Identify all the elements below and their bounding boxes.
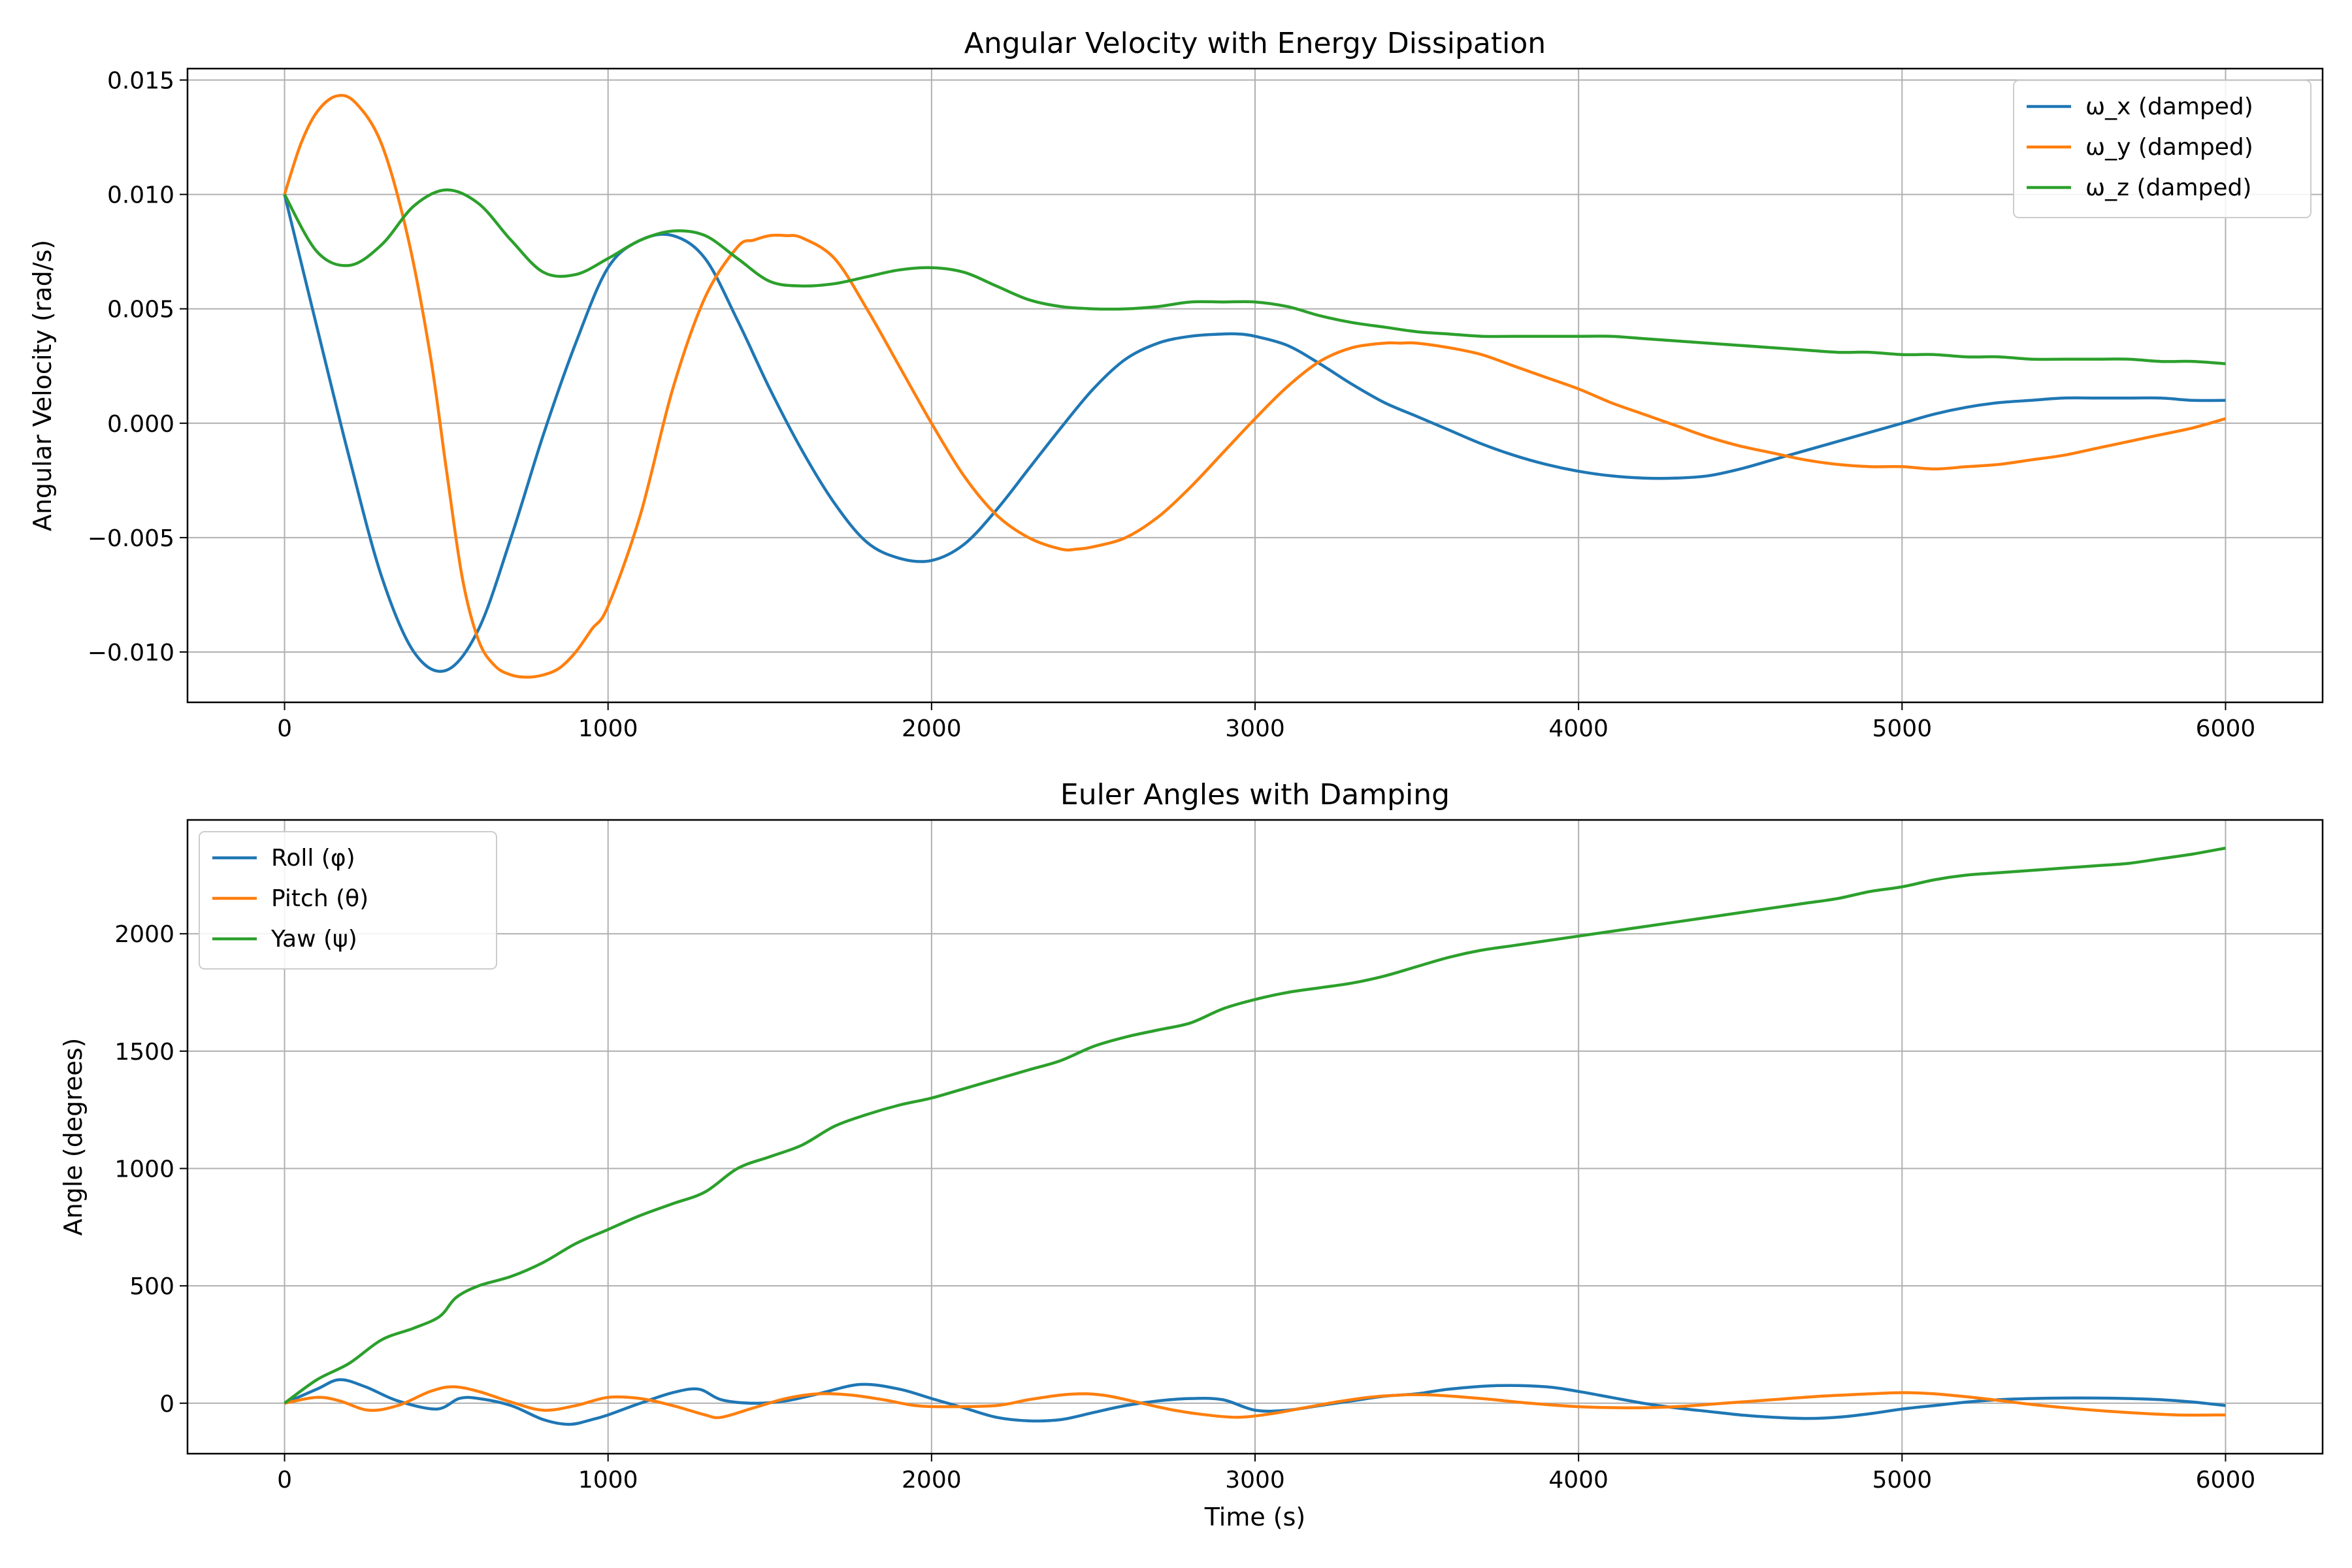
legend-label-omega-y: ω_y (damped) [2085,134,2253,161]
legend-label-roll: Roll (φ) [271,845,355,872]
y-tick-label: 0.005 [107,297,174,323]
angular-velocity-grid [188,69,2323,702]
x-tick-label: 3000 [1225,1467,1285,1494]
angular-velocity-lines [283,93,2227,679]
x-tick-label: 2000 [902,1467,962,1494]
euler-angles-x-axis-label: Time (s) [1204,1503,1306,1531]
y-tick-label: 500 [129,1273,174,1300]
y-tick-label: −0.010 [88,640,174,666]
y-tick-label: 2000 [114,921,174,948]
x-tick-label: 6000 [2196,1467,2256,1494]
legend-label-omega-x: ω_x (damped) [2085,93,2253,120]
legend-label-yaw: Yaw (ψ) [270,926,357,953]
series-line-omega-x [283,194,2226,673]
angular-velocity-legend: ω_x (damped) ω_y (damped) ω_z (damped) [2013,80,2311,218]
series-line-omega-z [283,188,2226,365]
x-tick-label: 0 [277,1467,292,1494]
angular-velocity-ticks: 0 1000 2000 3000 4000 5000 6000 −0.010 −0.005 0.0… [88,68,2256,742]
x-tick-label: 6000 [2196,715,2256,742]
y-tick-label: −0.005 [88,525,174,552]
euler-angles-title: Euler Angles with Damping [1060,778,1450,811]
angular-velocity-y-axis-label: Angular Velocity (rad/s) [28,240,57,531]
series-line-omega-y [283,93,2227,679]
x-tick-label: 5000 [1872,1467,1932,1494]
euler-angles-y-axis-label: Angle (degrees) [59,1038,88,1236]
x-tick-label: 3000 [1225,715,1285,742]
x-tick-label: 1000 [578,1467,638,1494]
euler-angles-ticks: 0 1000 2000 3000 4000 5000 6000 0 500 1000 1500 200… [114,921,2255,1494]
legend-label-pitch: Pitch (θ) [271,885,368,912]
angular-velocity-subplot: 0 1000 2000 3000 4000 5000 6000 −0.010 −0.005 0.0… [28,27,2324,742]
series-line-roll [284,1378,2226,1426]
x-tick-label: 0 [277,715,292,742]
euler-angles-grid [188,820,2323,1454]
y-tick-label: 0.010 [107,182,174,209]
series-line-pitch [284,1385,2226,1420]
x-tick-label: 5000 [1872,715,1932,742]
y-tick-label: 0.000 [107,411,174,438]
euler-angles-subplot: 0 1000 2000 3000 4000 5000 6000 0 500 1000 1500 200… [59,778,2324,1531]
legend-label-omega-z: ω_z (damped) [2085,174,2251,201]
x-tick-label: 1000 [578,715,638,742]
y-tick-label: 1000 [114,1156,174,1183]
y-tick-label: 1500 [114,1039,174,1066]
euler-angles-lines [284,846,2226,1426]
x-tick-label: 4000 [1548,715,1609,742]
y-tick-label: 0 [159,1391,174,1418]
y-tick-label: 0.015 [107,68,174,95]
series-line-yaw [284,846,2226,1405]
x-tick-label: 4000 [1548,1467,1609,1494]
x-tick-label: 2000 [902,715,962,742]
legend-box [2013,80,2311,218]
angular-velocity-title: Angular Velocity with Energy Dissipation [964,27,1546,60]
legend-box [199,831,497,970]
euler-angles-legend: Roll (φ) Pitch (θ) Yaw (ψ) [199,831,497,970]
